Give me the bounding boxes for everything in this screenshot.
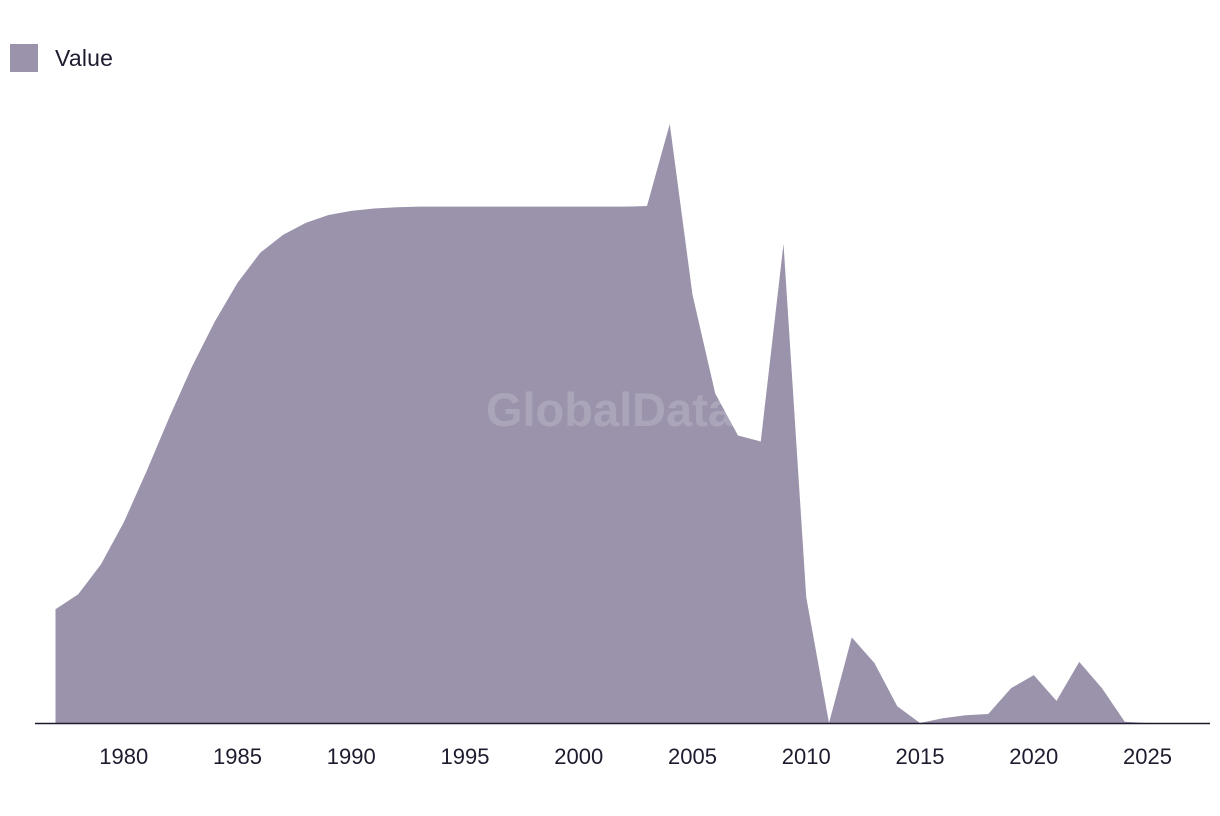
watermark-text: GlobalData bbox=[486, 383, 735, 436]
data-point-2018 bbox=[986, 712, 990, 716]
x-tick-label-1985: 1985 bbox=[213, 744, 262, 769]
legend-swatch bbox=[10, 44, 38, 72]
data-point-2007 bbox=[736, 433, 740, 437]
x-tick-label-1995: 1995 bbox=[441, 744, 490, 769]
data-point-1993 bbox=[418, 205, 422, 209]
data-point-2010 bbox=[804, 595, 808, 599]
area-series-value bbox=[55, 124, 1171, 723]
x-tick-label-2010: 2010 bbox=[782, 744, 831, 769]
data-point-2005 bbox=[691, 293, 695, 297]
data-point-1991 bbox=[372, 206, 376, 210]
x-tick-label-2020: 2020 bbox=[1009, 744, 1058, 769]
data-point-1983 bbox=[190, 365, 194, 369]
x-axis-ticks: 1980 1985 1990 1995 2000 2005 2010 2015 2020 2025 bbox=[99, 744, 1172, 769]
data-point-2017 bbox=[964, 713, 968, 717]
data-point-1989 bbox=[327, 213, 331, 217]
data-point-2003 bbox=[645, 204, 649, 208]
x-tick-label-2005: 2005 bbox=[668, 744, 717, 769]
x-tick-label-1990: 1990 bbox=[327, 744, 376, 769]
data-point-1986 bbox=[258, 251, 262, 255]
data-point-2008 bbox=[759, 439, 763, 443]
x-tick-label-1980: 1980 bbox=[99, 744, 148, 769]
data-point-1980 bbox=[122, 520, 126, 524]
area-layer bbox=[54, 122, 1171, 723]
data-point-1999 bbox=[554, 205, 558, 209]
data-point-1978 bbox=[76, 592, 80, 596]
data-point-1992 bbox=[395, 205, 399, 209]
data-point-1997 bbox=[509, 205, 513, 209]
legend: Value bbox=[10, 44, 113, 72]
data-point-1979 bbox=[99, 562, 103, 566]
data-point-1982 bbox=[167, 416, 171, 420]
data-point-1995 bbox=[463, 205, 467, 209]
data-point-1988 bbox=[304, 221, 308, 225]
x-tick-label-2015: 2015 bbox=[896, 744, 945, 769]
legend-label: Value bbox=[55, 44, 114, 71]
data-point-2001 bbox=[600, 205, 604, 209]
data-point-2004 bbox=[668, 122, 672, 126]
data-point-1981 bbox=[145, 469, 149, 473]
data-point-1985 bbox=[236, 281, 240, 285]
data-point-2014 bbox=[895, 704, 899, 708]
data-point-2012 bbox=[850, 635, 854, 639]
data-point-2023 bbox=[1100, 686, 1104, 690]
data-point-2019 bbox=[1009, 686, 1013, 690]
data-point-2022 bbox=[1077, 660, 1081, 664]
data-point-2000 bbox=[577, 205, 581, 209]
data-point-1994 bbox=[440, 205, 444, 209]
data-point-1996 bbox=[486, 205, 490, 209]
data-point-1998 bbox=[531, 205, 535, 209]
data-point-2020 bbox=[1032, 673, 1036, 677]
data-point-2009 bbox=[782, 242, 786, 246]
data-point-2002 bbox=[622, 205, 626, 209]
x-tick-label-2025: 2025 bbox=[1123, 744, 1172, 769]
x-tick-label-2000: 2000 bbox=[554, 744, 603, 769]
data-point-1977 bbox=[54, 607, 58, 611]
data-point-1990 bbox=[349, 209, 353, 213]
data-point-1984 bbox=[213, 320, 217, 324]
data-point-2013 bbox=[873, 661, 877, 665]
data-point-2016 bbox=[941, 716, 945, 720]
data-point-1987 bbox=[281, 233, 285, 237]
data-point-2021 bbox=[1055, 699, 1059, 703]
